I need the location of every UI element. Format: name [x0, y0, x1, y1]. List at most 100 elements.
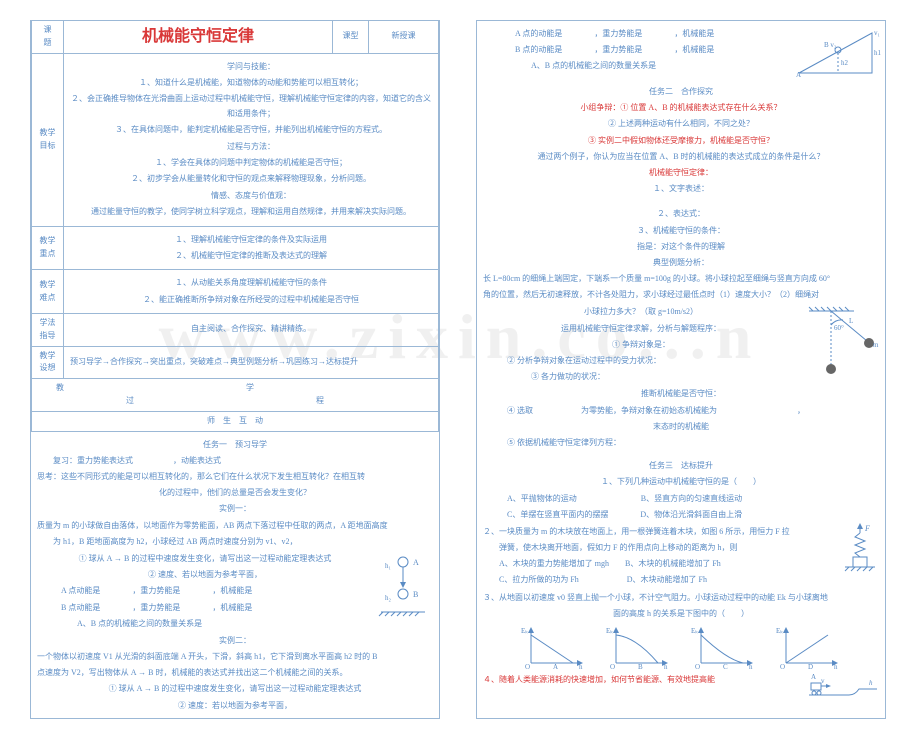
svg-text:h: h: [579, 663, 583, 671]
design-row: 教学设想 预习导学→合作探究→突出重点，突破难点→典型例题分析→巩固练习→达标提…: [32, 346, 439, 379]
svg-text:v: v: [821, 677, 825, 685]
task1-line: 复习：重力势能表达式 ，动能表达式: [37, 453, 433, 468]
law-line: ３、机械能守恒的条件：: [483, 223, 879, 238]
ex-line: 为 h1，B 距地面高度为 h2，小球经过 AB 两点时速度分别为 v1、v2，: [37, 534, 433, 549]
task1-block: 任务一 预习导学 复习：重力势能表达式 ，动能表达式 思考：这些不同形式的能是可…: [31, 432, 439, 718]
q-line: 面的高度 h 的关系是下图中的（ ）: [483, 606, 879, 621]
goal-text: ２、初步学会从能量转化和守恒的观点来解释物理现象，分析问题。: [70, 172, 432, 186]
keypoints-body: １、理解机械能守恒定律的条件及实际运用 ２、机械能守恒定律的推断及表达式的理解: [64, 226, 439, 270]
svg-text:v₁: v₁: [874, 29, 880, 37]
ex-line: B 点动能是 ，重力势能是 ，机械能是: [37, 600, 373, 615]
top-line: A 点的动能是 ，重力势能是 ，机械能是: [483, 26, 794, 41]
svg-text:A: A: [796, 71, 801, 79]
ramp-diagram-icon: v h A: [809, 671, 879, 699]
svg-text:h2: h2: [841, 59, 849, 67]
task3-title: 任务三 达标提升: [483, 458, 879, 473]
inter-head-row: 师 生 互 动: [32, 411, 439, 431]
svg-text:O: O: [610, 663, 615, 671]
law-line: ２、表达式：: [483, 206, 879, 221]
method-row: 学法指导 自主阅读、合作探究、精讲精练。: [32, 314, 439, 347]
ex-line: 小球拉力多大？（取 g=10m/s2）: [483, 304, 799, 319]
diffs-body: １、从动能关系角度理解机械能守恒的条件 ２、能正确推断所争辩对象在所经受的过程中…: [64, 270, 439, 314]
design-label: 教学设想: [32, 346, 64, 379]
proc-char: 学: [246, 383, 274, 392]
example-tag: 实例一：: [37, 501, 433, 516]
method-value: 自主阅读、合作探究、精讲精练。: [64, 314, 439, 347]
q-line: C、拉力所做的功为 Fh D、木块动能增加了 Fh: [483, 572, 841, 587]
type-label: 课型: [333, 21, 369, 54]
goal-text: 通过能量守恒的教学，使同学树立科学观点，理解和运用自然规律，并用来解决实际问题。: [70, 205, 432, 219]
title-row: 课 题 机械能守恒定律 课型 新授课: [32, 21, 439, 54]
step-line: ② 分析争辩对象在运动过程中的受力状况：: [483, 353, 799, 368]
goal-text: 情感、态度与价值观：: [70, 189, 432, 203]
task1-line: 思考：这些不同形式的能是可以相互转化的，那么它们在什么状况下发生相互转化？在相互…: [37, 469, 433, 484]
ek-h-graphs-icon: Eₖh OA Eₖh OB Eₖh OC Eₖh OD: [511, 623, 851, 669]
svg-text:B v₂: B v₂: [824, 41, 837, 49]
left-column: 课 题 机械能守恒定律 课型 新授课 教学目标 学问与技能： １、知道什么是机械…: [30, 20, 440, 719]
goals-body: 学问与技能： １、知道什么是机械能，知道物体的动能和势能可以相互转化； ２、会正…: [64, 53, 439, 226]
ex-line: A 点动能是 ，重力势能是 ，机械能是: [37, 583, 373, 598]
law-line: 指是：对这个条件的理解: [483, 239, 879, 254]
q-line: A、木块的重力势能增加了 mgh B、木块的机械能增加了 Fh: [483, 556, 841, 571]
goal-text: ３、在具体问题中，能判定机械能是否守恒，并能列出机械能守恒的方程式。: [70, 123, 432, 137]
type-value: 新授课: [369, 21, 439, 54]
kp-text: ２、机械能守恒定律的推断及表达式的理解: [70, 249, 432, 263]
svg-text:D: D: [808, 663, 813, 671]
step-line: 末态时的机械能: [483, 419, 879, 434]
svg-text:h: h: [664, 663, 668, 671]
svg-text:h₁: h₁: [385, 562, 391, 570]
diffs-label: 教学难点: [32, 270, 64, 314]
task2-line: 通过两个例子，你认为应当在位置 A、B 时的机械能的表达式成立的条件是什么？: [483, 149, 879, 164]
top-line: A、B 点的机械能之间的数量关系是: [483, 58, 794, 73]
svg-text:O: O: [525, 663, 530, 671]
keypoints-label: 教学重点: [32, 226, 64, 270]
svg-text:Eₖ: Eₖ: [776, 627, 783, 635]
proc-char: 程: [316, 396, 344, 405]
svg-text:F: F: [864, 524, 870, 533]
ex-line: ② 速度：若以地面为参考平面，: [37, 698, 433, 713]
doc-table: 课 题 机械能守恒定律 课型 新授课 教学目标 学问与技能： １、知道什么是机械…: [31, 20, 439, 432]
keypoints-row: 教学重点 １、理解机械能守恒定律的条件及实际运用 ２、机械能守恒定律的推断及表达…: [32, 226, 439, 270]
right-column: A 点的动能是 ，重力势能是 ，机械能是 B 点的动能是 ，重力势能是 ，机械能…: [476, 20, 886, 719]
svg-text:Eₖ: Eₖ: [606, 627, 613, 635]
step-line: 推断机械能是否守恒：: [483, 386, 879, 401]
ex-line: 点速度为 V2，写出物体从 A → B 时，机械能的表达式并找出这二个机械能之间…: [37, 665, 433, 680]
inter-head: 师 生 互 动: [32, 411, 439, 431]
q-line: ２、一块质量为 m 的木块放在地面上，用一根弹簧连着木块，如图 6 所示，用恒力…: [483, 524, 841, 539]
goals-label: 教学目标: [32, 53, 64, 226]
diffs-row: 教学难点 １、从动能关系角度理解机械能守恒的条件 ２、能正确推断所争辩对象在所经…: [32, 270, 439, 314]
law-line: １、文字表述：: [483, 181, 879, 196]
law-title: 机械能守恒定律：: [483, 165, 879, 180]
goal-text: １、学会在具体的问题中判定物体的机械能是否守恒；: [70, 156, 432, 170]
ex-line: ② 速度、若以地面为参考平面，: [37, 567, 373, 582]
task2-line: ② 上述两种运动有什么相同，不同之处？: [483, 116, 879, 131]
step-line: ③ 各力做功的状况：: [483, 369, 799, 384]
incline-diagram-icon: A v₁ B v₂ h2 h1: [794, 25, 879, 80]
step-line: ⑤ 依据机械能守恒定律列方程：: [483, 435, 879, 450]
ex-line: 一个物体以初速度 V1 从光滑的斜面底端 A 开头，下滑，斜高 h1，它下滑到离…: [37, 649, 433, 664]
page-wrap: 课 题 机械能守恒定律 课型 新授课 教学目标 学问与技能： １、知道什么是机械…: [0, 0, 920, 739]
ex-line: ① 球从 A → B 的过程中速度发生变化，请写出这一过程动能定理表达式: [37, 681, 433, 696]
svg-text:C: C: [723, 663, 728, 671]
proc-char: 过: [126, 396, 154, 405]
q-line: C、单摆在竖直平面内的摆摆 D、物体沿光滑斜面自由上滑: [483, 507, 879, 522]
pendulum-diagram-icon: 60° L m: [799, 303, 879, 378]
example-tag: 实例二：: [37, 633, 433, 648]
goal-text: １、知道什么是机械能，知道物体的动能和势能可以相互转化；: [70, 76, 432, 90]
kp-text: １、理解机械能守恒定律的条件及实际运用: [70, 233, 432, 247]
ex-line: A、B 点的机械能之间的数量关系是: [37, 616, 373, 631]
example-title: 典型例题分析：: [483, 255, 879, 270]
svg-text:B: B: [413, 590, 418, 599]
svg-text:A: A: [413, 558, 419, 567]
freefall-diagram-icon: A B h₁ h₂: [373, 550, 433, 620]
right-body: A 点的动能是 ，重力势能是 ，机械能是 B 点的动能是 ，重力势能是 ，机械能…: [477, 20, 885, 703]
ex-line: 长 L=80cm 的细绳上端固定，下端系一个质量 m=100g 的小球。将小球拉…: [483, 271, 879, 286]
q-line: ４、随着人类能源消耗的快速增加，如何节省能源、有效地提高能: [483, 672, 809, 687]
ex-line: 质量为 m 的小球做自由落体，以地面作为零势能面，AB 两点下落过程中任取的两点…: [37, 518, 433, 533]
svg-text:Eₖ: Eₖ: [691, 627, 698, 635]
proc-head: 教 学 过 程: [32, 379, 439, 412]
steps-title: 运用机械能守恒定律求解，分析与解题程序：: [483, 321, 799, 336]
proc-head-row: 教 学 过 程: [32, 379, 439, 412]
svg-text:h1: h1: [874, 49, 882, 57]
diff-text: １、从动能关系角度理解机械能守恒的条件: [70, 276, 432, 290]
